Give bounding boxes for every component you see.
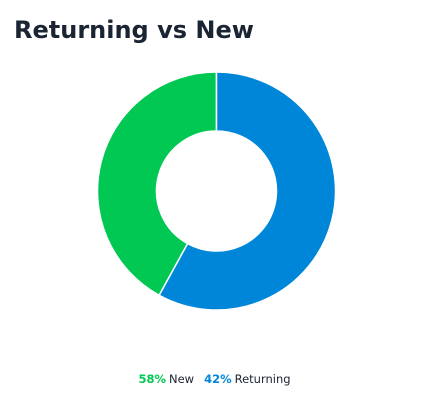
slice-returning xyxy=(158,71,337,311)
slice-new xyxy=(96,71,218,297)
legend-item-new: 58% New xyxy=(138,371,194,387)
legend-value-new: 58% xyxy=(138,372,166,386)
donut-chart xyxy=(96,71,337,311)
legend-label-returning: Returning xyxy=(234,372,291,386)
chart-legend: 58% New 42% Returning xyxy=(0,371,429,387)
legend-value-returning: 42% xyxy=(204,372,232,386)
legend-label-new: New xyxy=(168,372,195,386)
chart-title: Returning vs New xyxy=(14,16,254,44)
legend-item-returning: 42% Returning xyxy=(204,371,290,387)
